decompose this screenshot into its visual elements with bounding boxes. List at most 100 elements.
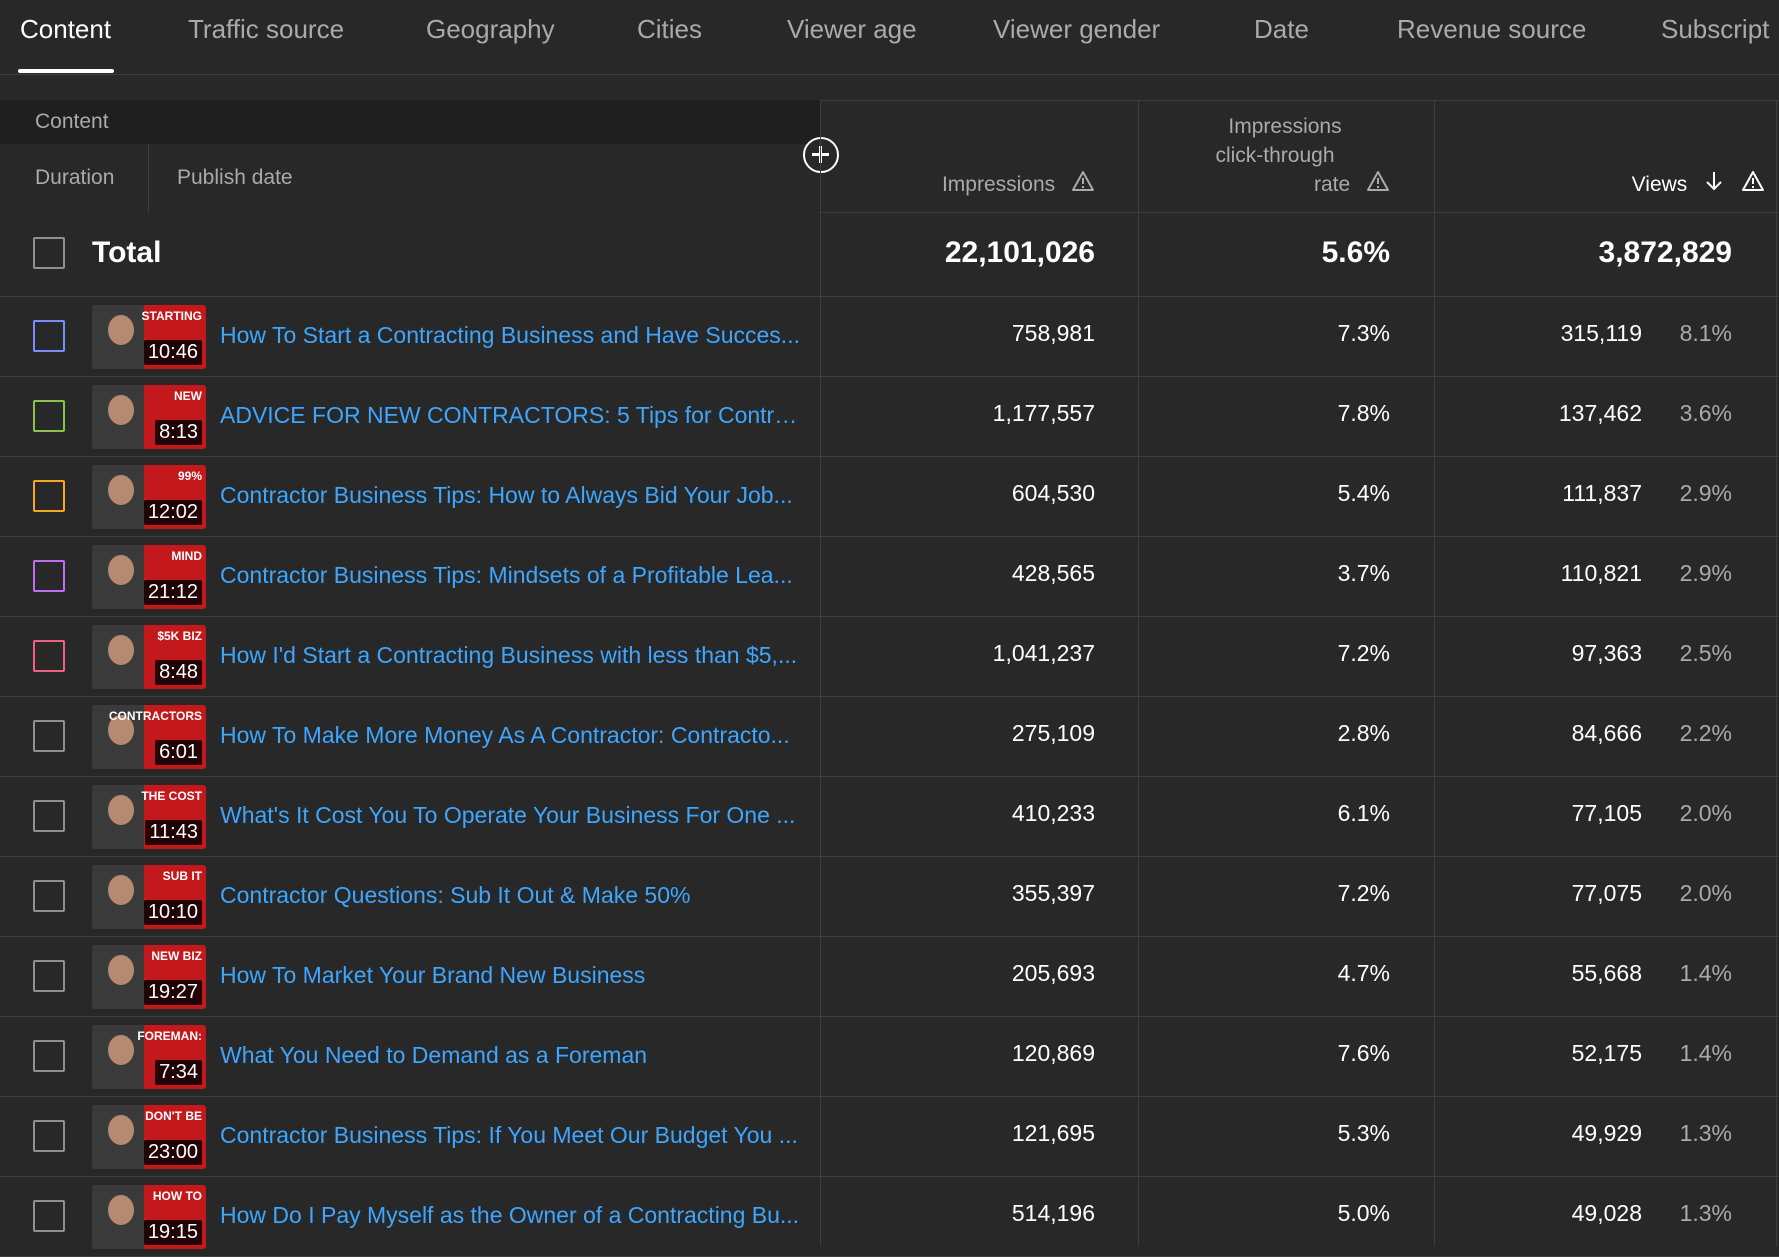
row-impressions: 355,397 — [1011, 880, 1095, 906]
row-checkbox[interactable] — [33, 640, 65, 672]
row-ctr: 5.4% — [1337, 480, 1390, 506]
thumbnail-text: STARTING — [141, 309, 202, 323]
row-checkbox[interactable] — [33, 1200, 65, 1232]
video-thumbnail[interactable]: SUB IT 10:10 — [92, 865, 206, 929]
video-thumbnail[interactable]: DON'T BE 23:00 — [92, 1105, 206, 1169]
video-title-link[interactable]: Contractor Business Tips: If You Meet Ou… — [220, 1122, 798, 1148]
video-duration: 11:43 — [145, 820, 202, 845]
thumbnail-person — [108, 795, 134, 825]
warning-icon[interactable] — [1741, 170, 1765, 200]
row-checkbox[interactable] — [33, 880, 65, 912]
thumbnail-text: MIND — [171, 549, 202, 563]
video-duration: 8:13 — [155, 420, 202, 445]
row-checkbox[interactable] — [33, 400, 65, 432]
row-divider — [0, 536, 1779, 537]
thumbnail-person — [108, 475, 134, 505]
row-views: 111,837 — [1562, 480, 1642, 506]
video-title-link[interactable]: What You Need to Demand as a Foreman — [220, 1042, 648, 1068]
video-thumbnail[interactable]: CONTRACTORS 6:01 — [92, 705, 206, 769]
dimension-header-bar: Duration Publish date — [0, 144, 820, 213]
tab-geography[interactable]: Geography — [426, 14, 555, 44]
video-title-link[interactable]: What's It Cost You To Operate Your Busin… — [220, 802, 796, 828]
row-ctr: 7.6% — [1337, 1040, 1390, 1066]
total-checkbox[interactable] — [33, 237, 65, 269]
row-ctr: 5.0% — [1337, 1200, 1390, 1226]
row-views-share: 1.3% — [1679, 1200, 1732, 1226]
warning-icon[interactable] — [1071, 170, 1095, 200]
video-thumbnail[interactable]: 99% 12:02 — [92, 465, 206, 529]
video-title-link[interactable]: How To Start a Contracting Business and … — [220, 322, 800, 348]
video-title-link[interactable]: How I'd Start a Contracting Business wit… — [220, 642, 798, 668]
row-impressions: 514,196 — [1011, 1200, 1095, 1226]
video-duration: 10:46 — [143, 340, 202, 365]
video-title-link[interactable]: How To Make More Money As A Contractor: … — [220, 722, 790, 748]
row-checkbox[interactable] — [33, 1040, 65, 1072]
publish-date-column-header[interactable]: Publish date — [177, 166, 293, 189]
row-impressions: 205,693 — [1011, 960, 1095, 986]
row-views-share: 1.4% — [1679, 1040, 1732, 1066]
row-views-share: 8.1% — [1679, 320, 1732, 346]
row-ctr: 2.8% — [1337, 720, 1390, 746]
row-checkbox[interactable] — [33, 800, 65, 832]
tab-cities[interactable]: Cities — [637, 14, 703, 44]
video-thumbnail[interactable]: NEW BIZ 19:27 — [92, 945, 206, 1009]
video-title-link[interactable]: How Do I Pay Myself as the Owner of a Co… — [220, 1202, 800, 1228]
video-title-link[interactable]: How To Market Your Brand New Business — [220, 962, 646, 988]
video-title-link[interactable]: ADVICE FOR NEW CONTRACTORS: 5 Tips for C… — [220, 402, 808, 428]
row-checkbox[interactable] — [33, 560, 65, 592]
video-thumbnail[interactable]: NEW 8:13 — [92, 385, 206, 449]
row-views: 52,175 — [1571, 1040, 1642, 1066]
total-label: Total — [92, 236, 162, 269]
tab-content[interactable]: Content — [20, 14, 112, 44]
row-checkbox[interactable] — [33, 320, 65, 352]
tab-viewer-gender[interactable]: Viewer gender — [993, 14, 1161, 44]
row-impressions: 758,981 — [1011, 320, 1095, 346]
row-views-share: 2.9% — [1679, 560, 1732, 586]
video-thumbnail[interactable]: HOW TO 19:15 — [92, 1185, 206, 1249]
video-title-link[interactable]: Contractor Business Tips: Mindsets of a … — [220, 562, 793, 588]
sort-descending-icon[interactable] — [1703, 170, 1725, 200]
thumbnail-person — [108, 715, 134, 745]
row-ctr: 7.2% — [1337, 880, 1390, 906]
impressions-column-header[interactable]: Impressions — [880, 170, 1095, 200]
row-checkbox[interactable] — [33, 960, 65, 992]
row-checkbox[interactable] — [33, 720, 65, 752]
thumbnail-text: NEW — [174, 389, 202, 403]
row-impressions: 428,565 — [1011, 560, 1095, 586]
duration-column-header[interactable]: Duration — [35, 166, 115, 189]
thumbnail-person — [108, 1115, 134, 1145]
tab-subscription[interactable]: Subscript — [1661, 14, 1770, 44]
video-thumbnail[interactable]: MIND 21:12 — [92, 545, 206, 609]
row-ctr: 7.2% — [1337, 640, 1390, 666]
row-views-share: 2.5% — [1679, 640, 1732, 666]
tab-traffic-source[interactable]: Traffic source — [188, 14, 345, 44]
tab-bar: Content Traffic source Geography Cities … — [0, 0, 1779, 75]
video-title-link[interactable]: Contractor Questions: Sub It Out & Make … — [220, 882, 691, 908]
ctr-header-line2: click-through — [1215, 144, 1335, 167]
row-checkbox[interactable] — [33, 1120, 65, 1152]
row-impressions: 121,695 — [1011, 1120, 1095, 1146]
row-views: 55,668 — [1571, 960, 1642, 986]
content-header-bar: Content — [0, 100, 820, 144]
video-thumbnail[interactable]: $5K BIZ 8:48 — [92, 625, 206, 689]
video-thumbnail[interactable]: FOREMAN: 7:34 — [92, 1025, 206, 1089]
tab-viewer-age[interactable]: Viewer age — [787, 14, 917, 44]
row-ctr: 7.8% — [1337, 400, 1390, 426]
row-ctr: 7.3% — [1337, 320, 1390, 346]
row-ctr: 5.3% — [1337, 1120, 1390, 1146]
add-column-button[interactable] — [803, 137, 839, 173]
row-views-share: 2.0% — [1679, 880, 1732, 906]
row-divider — [0, 776, 1779, 777]
views-column-header[interactable]: Views — [1500, 170, 1765, 200]
row-views: 315,119 — [1560, 320, 1642, 346]
ctr-column-header[interactable]: Impressions click-through rate — [1160, 112, 1390, 200]
row-divider — [0, 456, 1779, 457]
video-title-link[interactable]: Contractor Business Tips: How to Always … — [220, 482, 793, 508]
tab-revenue-source[interactable]: Revenue source — [1397, 14, 1587, 44]
video-thumbnail[interactable]: THE COST 11:43 — [92, 785, 206, 849]
thumbnail-text: $5K BIZ — [157, 629, 202, 643]
row-checkbox[interactable] — [33, 480, 65, 512]
warning-icon[interactable] — [1366, 170, 1390, 200]
tab-date[interactable]: Date — [1254, 14, 1309, 44]
video-thumbnail[interactable]: STARTING 10:46 — [92, 305, 206, 369]
